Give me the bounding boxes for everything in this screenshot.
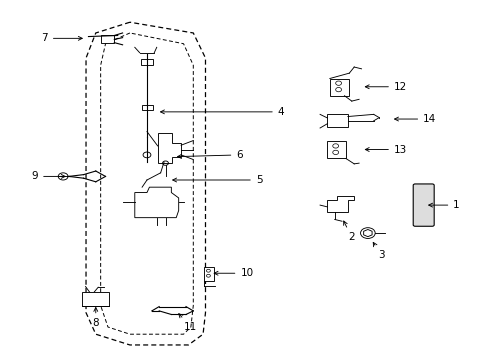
Bar [327, 114, 347, 127]
Text: 11: 11 [179, 314, 197, 332]
Text: 2: 2 [343, 221, 354, 242]
Bar [101, 35, 114, 42]
Text: 5: 5 [172, 175, 262, 185]
Bar [329, 78, 348, 96]
Bar [141, 59, 153, 65]
Text: 13: 13 [365, 144, 407, 154]
FancyBboxPatch shape [412, 184, 433, 226]
Text: 14: 14 [394, 114, 435, 124]
Bar [327, 141, 345, 158]
Text: 9: 9 [31, 171, 65, 181]
Text: 10: 10 [214, 268, 253, 278]
FancyBboxPatch shape [82, 292, 109, 306]
Text: 3: 3 [372, 242, 384, 260]
Text: 8: 8 [92, 307, 99, 328]
Bar [203, 267, 214, 281]
Text: 4: 4 [160, 107, 284, 117]
Text: 7: 7 [41, 33, 82, 43]
Bar [142, 105, 153, 110]
Text: 6: 6 [177, 150, 243, 160]
Text: 1: 1 [428, 200, 459, 210]
Text: 12: 12 [365, 82, 407, 92]
